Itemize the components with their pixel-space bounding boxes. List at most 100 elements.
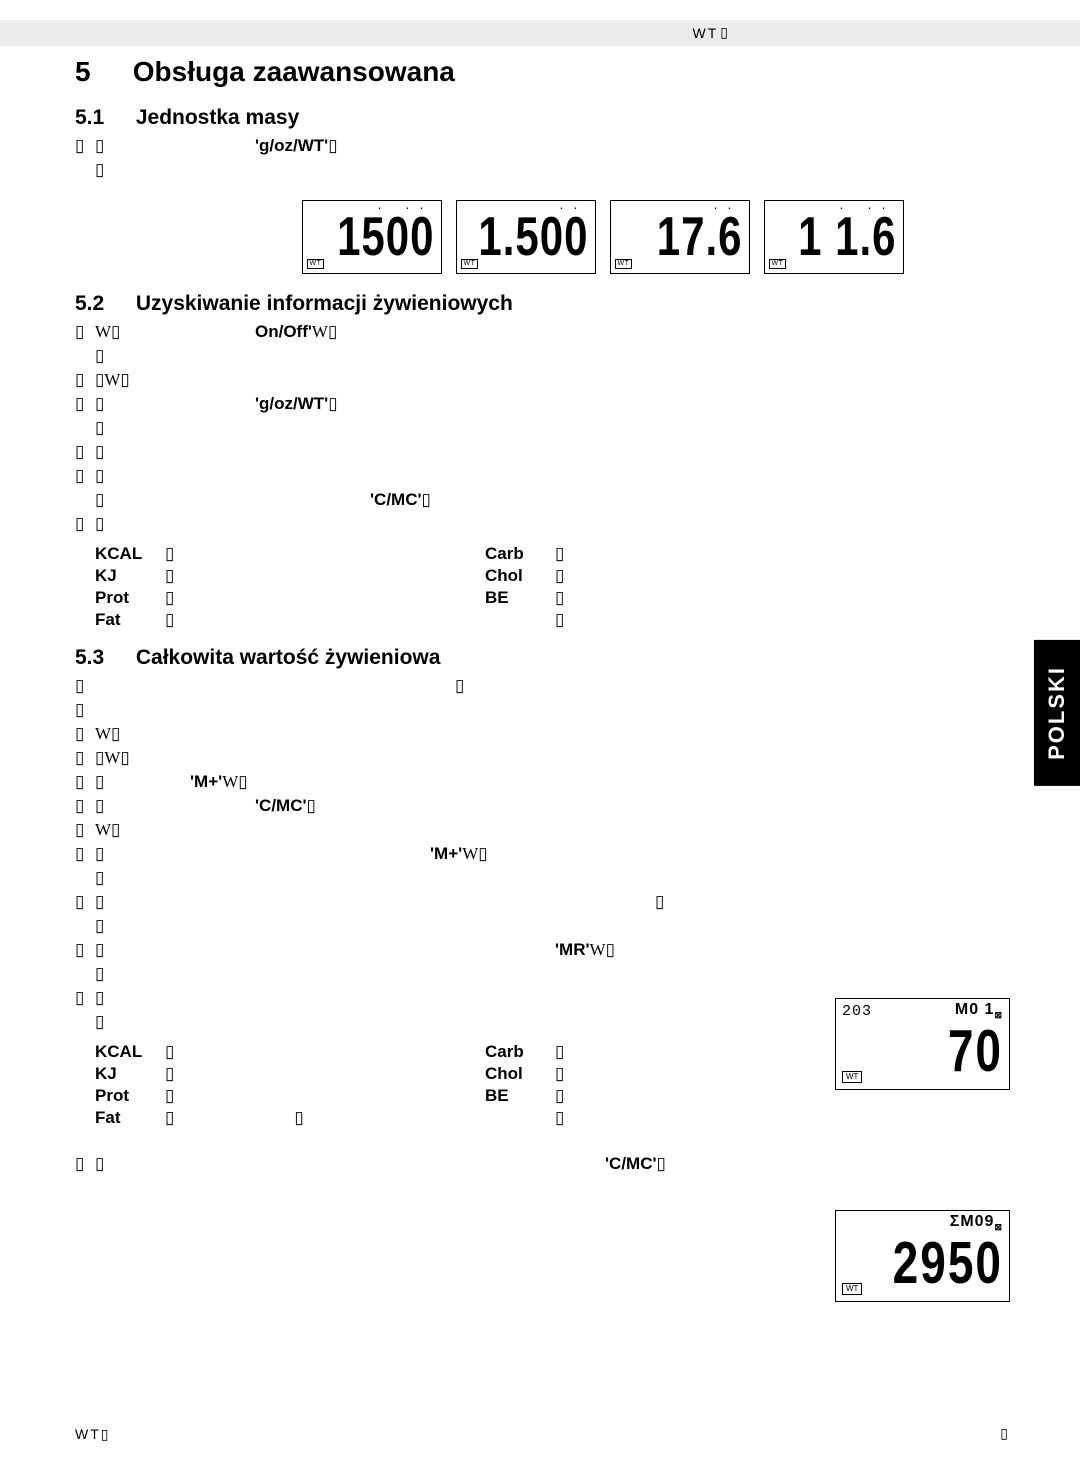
text-stub: ▯	[165, 1064, 174, 1084]
text-stub: ▯	[95, 796, 115, 816]
nutrition-col-left: KCAL▯ KJ▯ Prot▯ Fat▯▯	[95, 1042, 485, 1130]
bullet-stub: ▯	[75, 988, 95, 1008]
list-item: ▯ ▯ 'MR'W▯	[75, 940, 1010, 962]
lcd-value: 17.6	[657, 206, 743, 268]
text-stub: ▯	[95, 442, 115, 462]
section-5-1-number: 5.1	[75, 106, 130, 130]
side-lcd-value: 2950	[893, 1227, 1003, 1297]
text-stub: ▯	[422, 490, 431, 509]
list-item: ▯ ▯ 'M+'W▯	[75, 772, 1010, 794]
text-stub: ▯	[95, 466, 115, 486]
lcd-display-1: · ·· 1500 WT	[302, 200, 442, 274]
footer-right-stub: ▯	[1000, 1426, 1010, 1444]
bullet-stub: ▯	[75, 370, 95, 390]
list-item: ▯ ▯	[75, 442, 1010, 464]
section-5-3-title: Całkowita wartość żywieniowa	[136, 646, 441, 669]
button-ref-mplus: 'M+'	[190, 772, 222, 791]
table-row: Carb▯	[485, 1042, 875, 1064]
button-ref-gozwt: 'g/oz/WT'	[255, 394, 328, 413]
list-item-cont: ▯	[95, 160, 1010, 182]
chapter-title: Obsługa zaawansowana	[133, 56, 455, 87]
text-stub: ▯	[328, 394, 337, 413]
list-item-cont: ▯ 'C/MC'▯	[95, 490, 1010, 512]
lcd-value: 1.500	[478, 206, 588, 268]
list-item: ▯ ▯	[75, 514, 1010, 536]
nutrient-label: Carb	[485, 544, 555, 564]
button-ref-cmc: 'C/MC'	[370, 490, 422, 509]
bullet-stub: ▯	[75, 796, 95, 816]
text-stub: ▯	[165, 544, 174, 564]
text-stub: ▯	[655, 892, 664, 911]
chapter-heading: 5 Obsługa zaawansowana	[75, 56, 1010, 88]
nutrient-label: KJ	[95, 1064, 165, 1084]
nutrient-label: Fat	[95, 1108, 165, 1128]
nutrient-label: Chol	[485, 566, 555, 586]
nutrient-label: BE	[485, 1086, 555, 1106]
text-stub: ▯	[95, 490, 115, 510]
side-lcd-code: 203	[842, 1003, 872, 1020]
nutrient-label: Prot	[95, 1086, 165, 1106]
side-lcd-1-wrap: 203 M0 1⊠ 70 WT	[835, 998, 1010, 1090]
lcd-display-3: ·· 17.6 WT	[610, 200, 750, 274]
table-row: Carb▯	[485, 544, 875, 566]
text-stub: W▯	[95, 322, 115, 342]
section-5-2-title: Uzyskiwanie informacji żywieniowych	[136, 292, 513, 315]
text-stub: ▯	[101, 1428, 111, 1443]
bullet-stub: ▯	[75, 700, 95, 720]
nutrient-label: KCAL	[95, 544, 165, 564]
bullet-stub: ▯	[75, 844, 95, 864]
header-label: WT	[693, 25, 719, 41]
table-row: Prot▯	[95, 588, 485, 610]
header-stub: ▯	[720, 25, 730, 42]
text-stub: ▯	[95, 418, 115, 438]
button-ref-mr: 'MR'	[555, 940, 590, 959]
bullet-stub: ▯	[75, 322, 95, 342]
bullet-stub: ▯	[75, 748, 95, 768]
section-5-1-title: Jednostka masy	[136, 106, 299, 129]
text-stub: ▯	[555, 566, 564, 586]
text-stub: ▯	[95, 844, 115, 864]
text-stub: ▯	[555, 544, 564, 564]
list-item: ▯ ▯	[75, 466, 1010, 488]
list-item-cont: ▯	[95, 916, 1010, 938]
text-stub: ▯	[95, 916, 115, 936]
list-item-cont: ▯	[95, 868, 1010, 890]
text-stub: ▯	[95, 772, 115, 792]
table-row: Chol▯	[485, 1064, 875, 1086]
list-item-cont: ▯	[95, 346, 1010, 368]
page-footer: WT▯ ▯	[75, 1426, 1010, 1444]
section-5-3-heading: 5.3 Całkowita wartość żywieniowa	[75, 646, 1010, 670]
bullet-stub: ▯	[75, 466, 95, 486]
text-stub: ▯	[95, 1154, 115, 1174]
nutrient-label: Fat	[95, 610, 165, 630]
text-stub: ▯	[95, 988, 115, 1008]
text-stub: ▯	[165, 588, 174, 608]
text-stub: W▯	[462, 844, 487, 863]
bullet-stub: ▯	[75, 394, 95, 414]
header-bar: WT ▯	[0, 20, 1080, 46]
text-stub: ▯	[555, 1042, 564, 1062]
lcd-display-row: · ·· 1500 WT ·· 1.500 WT ·· 17.6 WT · ··…	[75, 200, 1010, 274]
button-ref-cmc: 'C/MC'	[255, 796, 307, 815]
table-row: KCAL▯	[95, 1042, 485, 1064]
list-item-cont: ▯	[95, 964, 1010, 986]
bullet-stub: ▯	[75, 676, 95, 696]
text-stub: ▯	[294, 1108, 303, 1128]
side-lcd-2-wrap: ΣM09⊠ 2950 WT	[835, 1210, 1010, 1302]
list-item: ▯W▯	[75, 820, 1010, 842]
table-row: ▯	[485, 1108, 875, 1130]
list-item: ▯ ▯ 'C/MC'▯	[75, 796, 1010, 818]
wt-badge: WT	[461, 259, 479, 269]
text-stub: ▯	[307, 796, 316, 815]
table-row: KJ▯	[95, 1064, 485, 1086]
text-stub: ▯	[555, 1108, 564, 1128]
side-lcd-1: 203 M0 1⊠ 70 WT	[835, 998, 1010, 1090]
chapter-number: 5	[75, 56, 125, 88]
text-stub: ▯	[165, 1108, 174, 1128]
bullet-stub: ▯	[75, 892, 95, 912]
text-stub: ▯	[95, 964, 115, 984]
list-item: ▯ ▯ 'g/oz/WT'▯	[75, 136, 1010, 158]
nutrient-label: Carb	[485, 1042, 555, 1062]
bullet-stub: ▯	[75, 442, 95, 462]
list-item: ▯ W▯ On/Off'W▯	[75, 322, 1010, 344]
